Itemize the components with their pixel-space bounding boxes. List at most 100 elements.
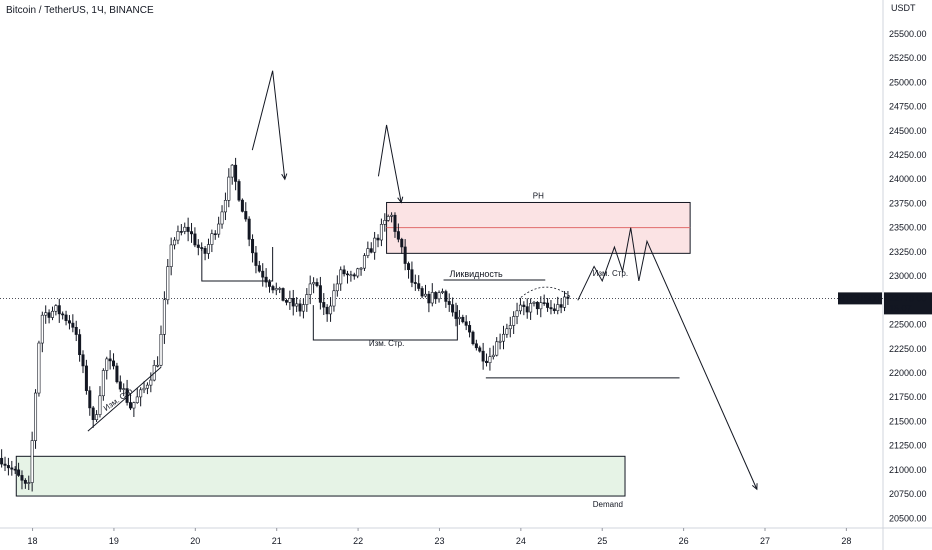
candle-body — [457, 316, 461, 319]
candle-body — [339, 269, 343, 285]
candle-body — [390, 214, 394, 217]
candle — [315, 278, 319, 288]
candle — [376, 234, 380, 248]
candle-body — [213, 233, 217, 236]
candle — [173, 237, 177, 250]
candle-body — [485, 360, 489, 364]
candle — [529, 298, 533, 320]
candle-body — [257, 265, 261, 272]
label-structure-change: Изм. Стр. — [369, 339, 404, 348]
candle-body — [522, 304, 526, 307]
candle-body — [373, 237, 377, 253]
candle-body — [210, 233, 214, 245]
candle — [274, 282, 278, 296]
candle-body — [247, 218, 251, 240]
candle — [447, 293, 451, 312]
candle — [508, 316, 512, 338]
label-demand: Demand — [593, 500, 623, 509]
candle — [210, 229, 214, 253]
candle-body — [356, 268, 360, 277]
candle — [0, 449, 4, 468]
candle — [474, 339, 478, 351]
y-tick-label: 23000.00 — [889, 271, 927, 281]
price-tag — [884, 292, 932, 315]
candle — [61, 311, 65, 320]
candle — [3, 456, 7, 472]
y-tick-label: 20500.00 — [889, 513, 927, 523]
candle — [118, 375, 122, 393]
candle — [427, 290, 431, 313]
candle — [166, 258, 170, 305]
candle-body — [362, 255, 366, 269]
x-tick-label: 24 — [516, 536, 526, 546]
candle-body — [190, 231, 194, 235]
candle — [386, 214, 390, 222]
candle-body — [552, 308, 556, 311]
candle-body — [203, 248, 207, 254]
candle — [44, 305, 48, 324]
candle — [156, 356, 160, 368]
candle-body — [118, 381, 122, 390]
candle-body — [566, 296, 570, 299]
candle — [159, 325, 163, 367]
candle-body — [81, 354, 85, 367]
candle — [400, 237, 404, 254]
candle-body — [71, 322, 75, 328]
candle-body — [413, 282, 417, 284]
candle — [64, 310, 68, 326]
label-structure-change: Изм. Стр. — [593, 269, 628, 278]
y-tick-label: 25250.00 — [889, 53, 927, 63]
candle — [268, 279, 272, 293]
candle-body — [329, 305, 333, 315]
candle — [434, 291, 438, 304]
candle — [437, 290, 441, 303]
candle-body — [518, 304, 522, 312]
candle — [556, 296, 560, 315]
candle — [417, 275, 421, 292]
candle — [444, 289, 448, 308]
candle — [515, 302, 519, 325]
y-tick-label: 24500.00 — [889, 126, 927, 136]
candle-body — [423, 293, 427, 297]
candle — [546, 298, 550, 312]
candle — [227, 168, 231, 208]
candle — [352, 272, 356, 280]
arrow-head-icon — [751, 483, 758, 491]
candle-body — [44, 312, 48, 316]
y-tick-label: 21000.00 — [889, 465, 927, 475]
candle — [183, 222, 187, 235]
candle — [535, 301, 539, 315]
y-tick-label: 21250.00 — [889, 441, 927, 451]
candle — [27, 475, 31, 490]
structure-bracket — [201, 247, 274, 282]
candle-body — [440, 291, 444, 293]
candle — [81, 350, 85, 374]
candle-body — [74, 326, 78, 335]
zone-demand — [15, 455, 626, 497]
candle — [145, 382, 149, 395]
candle-body — [50, 310, 54, 318]
candle-body — [322, 302, 326, 308]
candle-body — [464, 321, 468, 326]
candle-body — [505, 328, 509, 335]
candle — [122, 383, 126, 397]
candle — [332, 283, 336, 312]
candle-body — [434, 292, 438, 300]
candle-body — [305, 294, 309, 305]
candle-body — [227, 176, 231, 201]
candle-body — [349, 274, 353, 277]
candle-body — [145, 384, 149, 389]
candle-body — [301, 304, 305, 312]
candle — [339, 266, 343, 291]
x-tick-label: 19 — [109, 536, 119, 546]
candle — [139, 387, 143, 407]
candle-body — [563, 296, 567, 308]
candle-body — [254, 252, 258, 266]
candle-body — [447, 301, 451, 305]
y-tick-label: 25000.00 — [889, 77, 927, 87]
candle — [128, 393, 132, 411]
candle-body — [278, 288, 282, 290]
candle — [335, 275, 339, 297]
candle — [186, 217, 190, 242]
